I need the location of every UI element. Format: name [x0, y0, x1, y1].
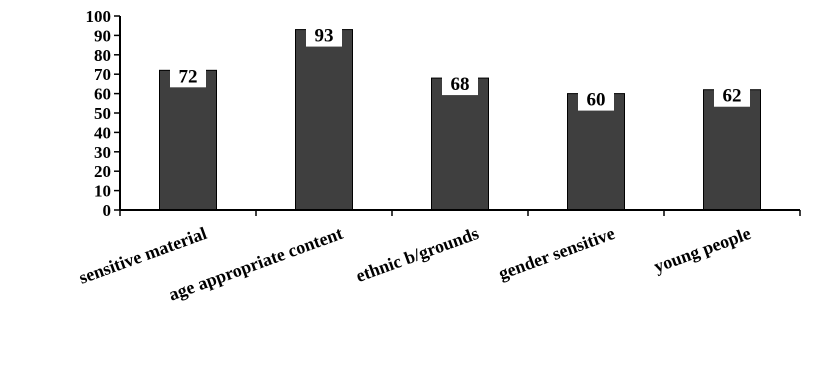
y-tick-label: 30 — [94, 143, 111, 162]
bar — [703, 89, 761, 211]
data-label-box — [714, 81, 750, 107]
data-labels-group: 72 93 68 60 62 — [170, 21, 750, 111]
data-label: 60 — [587, 90, 606, 111]
data-label-box — [442, 70, 478, 96]
y-tick-label: 20 — [94, 162, 111, 181]
y-tick-label: 60 — [94, 85, 111, 104]
bars-group — [159, 29, 761, 211]
category-label: gender sensitive — [496, 223, 618, 284]
category-label: ethnic b/grounds — [353, 223, 481, 286]
bar — [159, 69, 217, 211]
y-tick-label: 0 — [103, 201, 112, 220]
data-label: 68 — [451, 74, 470, 95]
data-label-box — [306, 21, 342, 47]
y-tick-label: 80 — [94, 46, 111, 65]
x-ticks-group — [119, 210, 801, 216]
y-tick-label: 40 — [94, 123, 111, 142]
y-tick-label: 90 — [94, 26, 111, 45]
y-tick-label: 70 — [94, 65, 111, 84]
y-tick-label: 50 — [94, 104, 111, 123]
category-label: young people — [651, 223, 753, 277]
bar — [295, 29, 353, 211]
data-label-box — [578, 85, 614, 111]
bar — [431, 77, 489, 211]
data-label: 72 — [179, 66, 198, 87]
y-tick-label: 100 — [86, 7, 112, 26]
data-label-box — [170, 62, 206, 88]
data-label: 62 — [723, 86, 742, 107]
y-tick-label: 10 — [94, 182, 111, 201]
bar — [567, 93, 625, 211]
data-label: 93 — [315, 26, 334, 47]
